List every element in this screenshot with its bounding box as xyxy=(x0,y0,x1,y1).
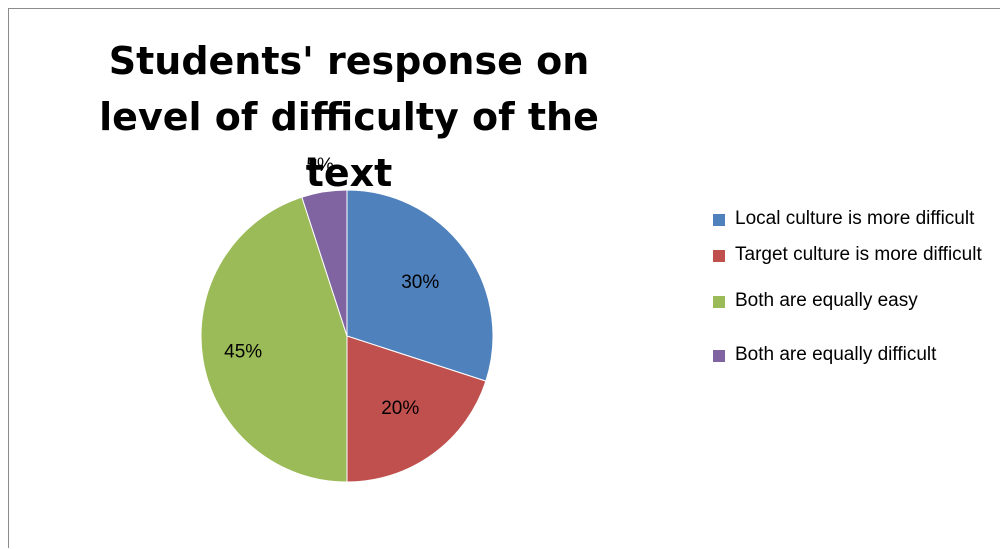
legend-label: Both are equally difficult xyxy=(735,344,937,365)
legend-label: Both are equally easy xyxy=(735,290,918,311)
chart-frame: Students' response on level of difficult… xyxy=(8,8,1000,548)
legend-item-both-are-equally-difficult: Both are equally difficult xyxy=(713,341,1003,369)
chart-title: Students' response on level of difficult… xyxy=(99,39,599,195)
legend-swatch xyxy=(713,350,725,362)
legend-swatch xyxy=(713,296,725,308)
data-label-both-are-equally-difficult: 5% xyxy=(306,155,334,176)
pie-slice-both-are-equally-easy xyxy=(200,196,348,483)
data-label-local-culture-is-more-difficult: 30% xyxy=(401,272,439,293)
pie-slice-target-culture-is-more-difficult xyxy=(346,335,487,483)
legend-label: Local culture is more difficult xyxy=(735,208,975,229)
legend-item-target-culture-is-more-difficult: Target culture is more difficult xyxy=(713,241,1003,269)
pie-slice-both-are-equally-difficult xyxy=(301,189,348,337)
data-label-target-culture-is-more-difficult: 20% xyxy=(381,398,419,419)
legend-swatch xyxy=(713,214,725,226)
legend: Local culture is more difficult Target cu… xyxy=(713,205,1003,369)
legend-label: Target culture is more difficult xyxy=(735,244,982,265)
pie-chart: 30% 20% 45% 5% xyxy=(200,155,494,483)
data-label-both-are-equally-easy: 45% xyxy=(224,341,262,362)
legend-item-local-culture-is-more-difficult: Local culture is more difficult xyxy=(713,205,1003,233)
legend-swatch xyxy=(713,250,725,262)
legend-item-both-are-equally-easy: Both are equally easy xyxy=(713,287,1003,315)
pie-slice-local-culture-is-more-difficult xyxy=(346,189,494,382)
